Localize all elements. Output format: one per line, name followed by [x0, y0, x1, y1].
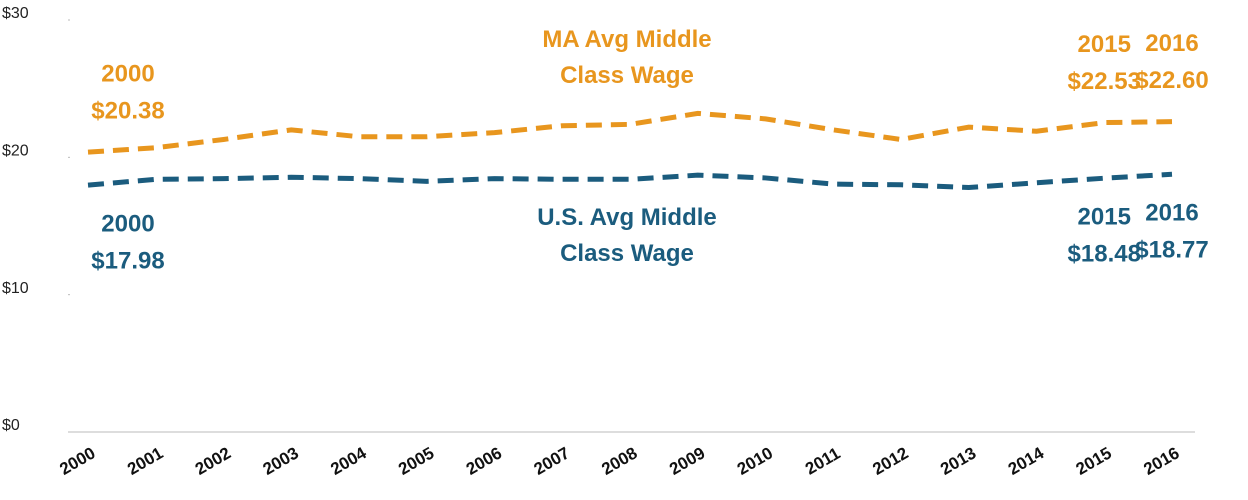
data-label: $22.60 — [1135, 67, 1208, 94]
data-label-year: 2016 — [1145, 200, 1198, 227]
data-label: $18.77 — [1135, 237, 1208, 264]
line — [87, 110, 1173, 155]
data-label: $20.38 — [91, 97, 164, 124]
x-tick-label: 2012 — [869, 443, 911, 478]
data-label-year: 2015 — [1078, 204, 1131, 231]
x-tick-label: 2011 — [802, 444, 843, 479]
data-label-year: 2016 — [1145, 30, 1198, 57]
y-tick-label: $20 — [2, 143, 29, 160]
data-label-year: 2015 — [1078, 31, 1131, 58]
data-label-year: 2000 — [101, 60, 154, 87]
data-label: $17.98 — [91, 247, 164, 274]
x-tick-label: 2013 — [937, 443, 979, 478]
x-tick-label: 2004 — [327, 443, 370, 479]
x-tick-label: 2008 — [598, 443, 640, 478]
x-tick-label: 2014 — [1005, 443, 1048, 479]
line — [87, 171, 1173, 191]
x-tick-label: 2016 — [1140, 443, 1182, 478]
series-label: MA Avg Middle Class Wage — [542, 26, 712, 89]
x-tick-label: 2015 — [1073, 443, 1115, 478]
data-label: $18.48 — [1068, 241, 1141, 268]
y-tick-label: $0 — [2, 417, 20, 434]
x-tick-label: 2000 — [56, 443, 98, 478]
x-tick-label: 2005 — [395, 443, 437, 478]
x-tick-label: 2009 — [666, 443, 708, 478]
x-tick-label: 2003 — [260, 443, 302, 478]
data-label: $22.53 — [1068, 68, 1141, 95]
series-label: U.S. Avg Middle Class Wage — [537, 204, 717, 267]
x-tick-label: 2001 — [124, 443, 166, 478]
x-tick-label: 2002 — [192, 443, 234, 478]
y-tick-label: $30 — [2, 5, 29, 22]
y-tick-label: $10 — [2, 280, 29, 297]
x-tick-label: 2007 — [531, 443, 573, 478]
x-tick-label: 2010 — [734, 443, 776, 478]
data-label-year: 2000 — [101, 210, 154, 237]
x-tick-label: 2006 — [463, 443, 505, 478]
